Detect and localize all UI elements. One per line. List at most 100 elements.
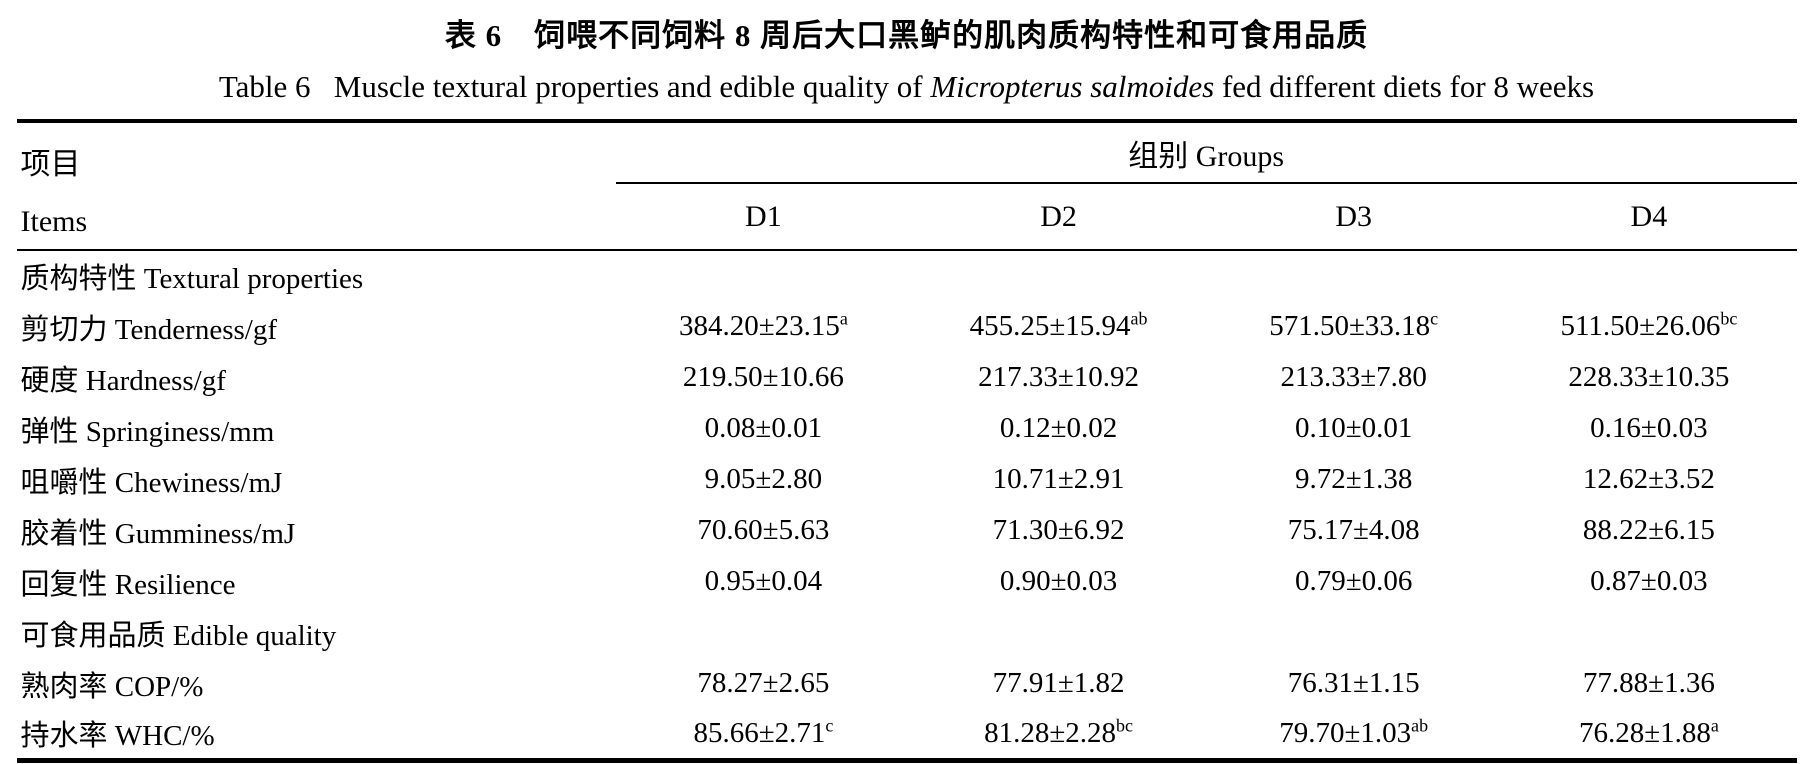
cell-d2: 81.28±2.28bc — [911, 709, 1206, 760]
row-label: 剪切力 Tenderness/gf — [20, 313, 278, 346]
value: 0.90±0.03 — [999, 565, 1118, 597]
section-label: 质构特性 Textural properties — [20, 263, 364, 295]
value: 76.31±1.15 — [1287, 667, 1420, 699]
table-title-en: Table 6 Muscle textural properties and e… — [0, 69, 1813, 105]
value: 217.33±10.92 — [978, 361, 1139, 393]
section-row-edible: 可食用品质 Edible quality — [17, 607, 1797, 658]
cell-d3: 76.31±1.15 — [1206, 658, 1501, 709]
cell-d2: 71.30±6.92 — [911, 505, 1206, 556]
cell-d2: 10.71±2.91 — [911, 454, 1206, 505]
cell-d2: 0.90±0.03 — [911, 556, 1206, 607]
cell-d1: 0.95±0.04 — [616, 556, 911, 607]
table-row-springiness: 弹性 Springiness/mm 0.08±0.01 0.12±0.02 0.… — [17, 403, 1797, 454]
value: 228.33±10.35 — [1568, 361, 1730, 393]
significance-superscript: bc — [1720, 308, 1738, 329]
cell-d1: 85.66±2.71c — [616, 709, 911, 760]
cell-d4: 228.33±10.35 — [1501, 352, 1796, 403]
value: 455.25±15.94 — [969, 310, 1131, 342]
value: 88.22±6.15 — [1582, 514, 1715, 546]
cell-d1: 0.08±0.01 — [616, 403, 911, 454]
items-header-zh: 项目 — [20, 148, 81, 181]
cell-d2: 0.12±0.02 — [911, 403, 1206, 454]
table-title-zh: 表 6 饲喂不同饲料 8 周后大口黑鲈的肌肉质构特性和可食用品质 — [444, 18, 1369, 53]
results-table: 项目 Items 组别 Groups D1 D2 D3 D4 质构特性 Text… — [16, 119, 1797, 763]
value: 78.27±2.65 — [697, 667, 830, 699]
value: 12.62±3.52 — [1582, 463, 1715, 495]
cell-d1: 219.50±10.66 — [616, 352, 911, 403]
value: 0.95±0.04 — [704, 565, 823, 597]
cell-d4: 76.28±1.88a — [1501, 709, 1796, 760]
row-label: 咀嚼性 Chewiness/mJ — [20, 466, 283, 499]
table-row-whc: 持水率 WHC/% 85.66±2.71c 81.28±2.28bc 79.70… — [17, 709, 1797, 760]
cell-d3: 213.33±7.80 — [1206, 352, 1501, 403]
value: 384.20±23.15 — [678, 310, 840, 342]
significance-superscript: a — [839, 308, 848, 329]
value: 213.33±7.80 — [1280, 361, 1427, 393]
row-label: 持水率 WHC/% — [20, 720, 215, 753]
value: 71.30±6.92 — [992, 514, 1125, 546]
table-row-chewiness: 咀嚼性 Chewiness/mJ 9.05±2.80 10.71±2.91 9.… — [17, 454, 1797, 505]
value: 571.50±33.18 — [1269, 310, 1431, 342]
significance-superscript: ab — [1411, 715, 1429, 736]
table-body: 质构特性 Textural properties 剪切力 Tenderness/… — [17, 250, 1797, 760]
cell-d4: 77.88±1.36 — [1501, 658, 1796, 709]
groups-header-cell: 组别 Groups — [615, 121, 1797, 184]
section-label: 可食用品质 Edible quality — [20, 619, 337, 652]
value: 70.60±5.63 — [697, 514, 830, 546]
column-header-d2: D2 — [910, 183, 1207, 251]
value: 79.70±1.03 — [1279, 716, 1412, 749]
table-row-hardness: 硬度 Hardness/gf 219.50±10.66 217.33±10.92… — [17, 352, 1797, 403]
table-row-resilience: 回复性 Resilience 0.95±0.04 0.90±0.03 0.79±… — [17, 556, 1797, 607]
value: 81.28±2.28 — [984, 716, 1117, 749]
title-en-prefix: Table 6 Muscle textural properties and e… — [218, 69, 931, 104]
table-row-gumminess: 胶着性 Gumminess/mJ 70.60±5.63 71.30±6.92 7… — [17, 505, 1797, 556]
significance-superscript: c — [825, 715, 834, 736]
cell-d2: 77.91±1.82 — [911, 658, 1206, 709]
cell-d4: 12.62±3.52 — [1501, 454, 1796, 505]
cell-d1: 70.60±5.63 — [616, 505, 911, 556]
items-header-en: Items — [20, 205, 88, 238]
row-label: 弹性 Springiness/mm — [20, 415, 275, 448]
cell-d1: 384.20±23.15a — [616, 301, 911, 352]
row-label: 回复性 Resilience — [20, 568, 236, 601]
value: 10.71±2.91 — [992, 463, 1125, 495]
significance-superscript: ab — [1130, 308, 1148, 329]
cell-d3: 79.70±1.03ab — [1206, 709, 1501, 760]
section-row-textural: 质构特性 Textural properties — [17, 250, 1797, 301]
title-en-species: Micropterus salmoides — [930, 69, 1215, 104]
cell-d3: 75.17±4.08 — [1206, 505, 1501, 556]
value: 0.10±0.01 — [1294, 412, 1413, 444]
value: 77.91±1.82 — [992, 667, 1125, 699]
header-row-columns: D1 D2 D3 D4 — [17, 183, 1797, 251]
table-row-tenderness: 剪切力 Tenderness/gf 384.20±23.15a 455.25±1… — [17, 301, 1797, 352]
row-label: 胶着性 Gumminess/mJ — [20, 517, 296, 550]
column-header-d1: D1 — [615, 183, 911, 251]
value: 219.50±10.66 — [682, 361, 844, 393]
column-header-d4: D4 — [1501, 183, 1797, 251]
significance-superscript: a — [1710, 715, 1719, 736]
title-en-suffix: fed different diets for 8 weeks — [1214, 69, 1595, 104]
cell-d3: 0.10±0.01 — [1206, 403, 1501, 454]
value: 85.66±2.71 — [693, 716, 826, 749]
cell-d1: 78.27±2.65 — [616, 658, 911, 709]
table-header: 项目 Items 组别 Groups D1 D2 D3 D4 — [16, 121, 1797, 251]
cell-d3: 0.79±0.06 — [1206, 556, 1501, 607]
row-label: 硬度 Hardness/gf — [20, 364, 226, 397]
significance-superscript: c — [1430, 308, 1439, 329]
value: 0.79±0.06 — [1294, 565, 1413, 597]
cell-d4: 0.16±0.03 — [1501, 403, 1796, 454]
cell-d4: 88.22±6.15 — [1501, 505, 1796, 556]
significance-superscript: bc — [1116, 715, 1133, 736]
column-header-d3: D3 — [1206, 183, 1502, 251]
table-row-cop: 熟肉率 COP/% 78.27±2.65 77.91±1.82 76.31±1.… — [17, 658, 1797, 709]
value: 75.17±4.08 — [1287, 514, 1420, 546]
cell-d2: 455.25±15.94ab — [911, 301, 1206, 352]
cell-d3: 9.72±1.38 — [1206, 454, 1501, 505]
cell-d4: 511.50±26.06bc — [1501, 301, 1796, 352]
value: 9.05±2.80 — [704, 463, 823, 495]
row-label: 熟肉率 COP/% — [20, 670, 204, 703]
value: 0.87±0.03 — [1590, 565, 1708, 597]
value: 0.12±0.02 — [999, 412, 1118, 444]
cell-d1: 9.05±2.80 — [616, 454, 911, 505]
